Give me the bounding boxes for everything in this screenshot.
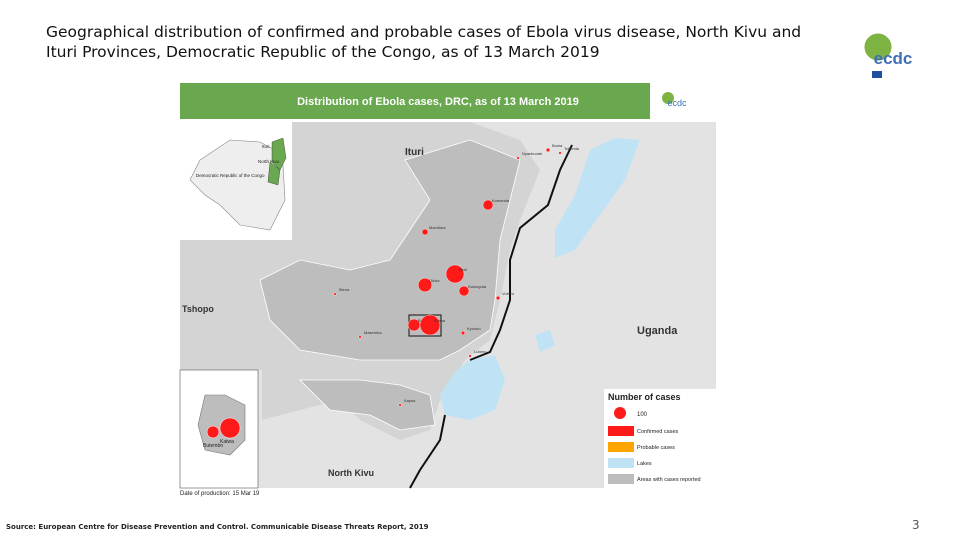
case-circle — [516, 156, 520, 160]
zone-label: Tchomia — [564, 146, 580, 151]
case-circle — [421, 228, 429, 236]
case-circle — [545, 147, 551, 153]
overview-label: North Kivu — [258, 159, 280, 164]
case-circle — [333, 292, 337, 296]
zone-label: Beni — [459, 267, 467, 272]
inset-case-circle — [206, 425, 220, 439]
zone-label: Oicha — [429, 278, 440, 283]
case-circle — [417, 277, 433, 293]
lake-edward — [440, 355, 505, 420]
zone-label: Komanda — [492, 198, 510, 203]
legend-title: Number of cases — [608, 392, 681, 402]
legend-label: Probable cases — [637, 445, 675, 451]
slide-title: Geographical distribution of confirmed a… — [46, 23, 802, 61]
inset-zone-label: Butembo — [203, 443, 223, 449]
affected-areas-south — [299, 379, 436, 431]
case-circle — [398, 403, 402, 407]
case-circle — [445, 264, 465, 284]
legend-swatch — [608, 442, 634, 452]
case-circle — [358, 335, 362, 339]
region-label: North Kivu — [328, 468, 374, 478]
ituri-overview — [271, 137, 287, 171]
legend-swatch — [608, 458, 634, 468]
source: Source: European Centre for Disease Prev… — [6, 523, 429, 531]
overview-label: Ituri — [262, 144, 270, 149]
overview-label: Democratic Republic of the Congo — [196, 173, 265, 178]
map-title: Distribution of Ebola cases, DRC, as of … — [297, 96, 579, 108]
zone-label: Masereka — [364, 330, 382, 335]
inset-zone-label: Katwa — [220, 439, 234, 445]
north-kivu-overview — [267, 161, 281, 186]
lake-small — [535, 330, 555, 352]
zone-label: Bunia — [552, 143, 563, 148]
date-of-production: Date of production: 15 Mar 19 — [180, 491, 260, 497]
page-number: 3 — [912, 518, 920, 532]
drc-outline — [189, 139, 286, 231]
case-circle — [460, 330, 466, 336]
zone-label: Nyankunde — [522, 151, 543, 156]
small-logo-text: ecdc — [667, 98, 687, 108]
case-circle — [495, 295, 501, 301]
legend-label: Areas with cases reported — [637, 477, 701, 483]
legend-circle — [614, 407, 626, 419]
zone-label: Kayna — [404, 398, 416, 403]
zone-label: Katwa — [434, 318, 446, 323]
case-circle — [482, 199, 494, 211]
case-circle — [458, 285, 470, 297]
logo: ecdc — [863, 32, 913, 78]
region-label: Ituri — [405, 147, 424, 158]
region-label: Tshopo — [182, 304, 214, 314]
zone-label: Mandima — [429, 225, 446, 230]
zone-label: Lubero — [474, 349, 487, 354]
legend-size-label: 100 — [637, 412, 648, 418]
affected-areas — [259, 139, 521, 361]
zone-label: Kyondo — [467, 326, 481, 331]
lake-albert — [555, 138, 640, 258]
legend-box — [604, 389, 716, 488]
logo-text: ecdc — [874, 49, 913, 68]
legend-swatch — [608, 426, 634, 436]
legend-swatch — [608, 474, 634, 484]
region-label: Uganda — [637, 325, 678, 337]
map-header — [180, 83, 650, 119]
small-logo: ecdc — [662, 92, 687, 108]
legend-label: Confirmed cases — [637, 429, 679, 435]
zone-label: Kalunguta — [468, 284, 487, 289]
case-circle — [468, 354, 472, 358]
inset-case-circle — [219, 417, 241, 439]
border — [409, 144, 573, 489]
zone-label: Vuhovi — [502, 291, 514, 296]
case-circle — [558, 151, 562, 155]
legend-label: Lakes — [637, 461, 652, 467]
zone-label: Biena — [339, 287, 350, 292]
case-circle — [419, 314, 441, 336]
